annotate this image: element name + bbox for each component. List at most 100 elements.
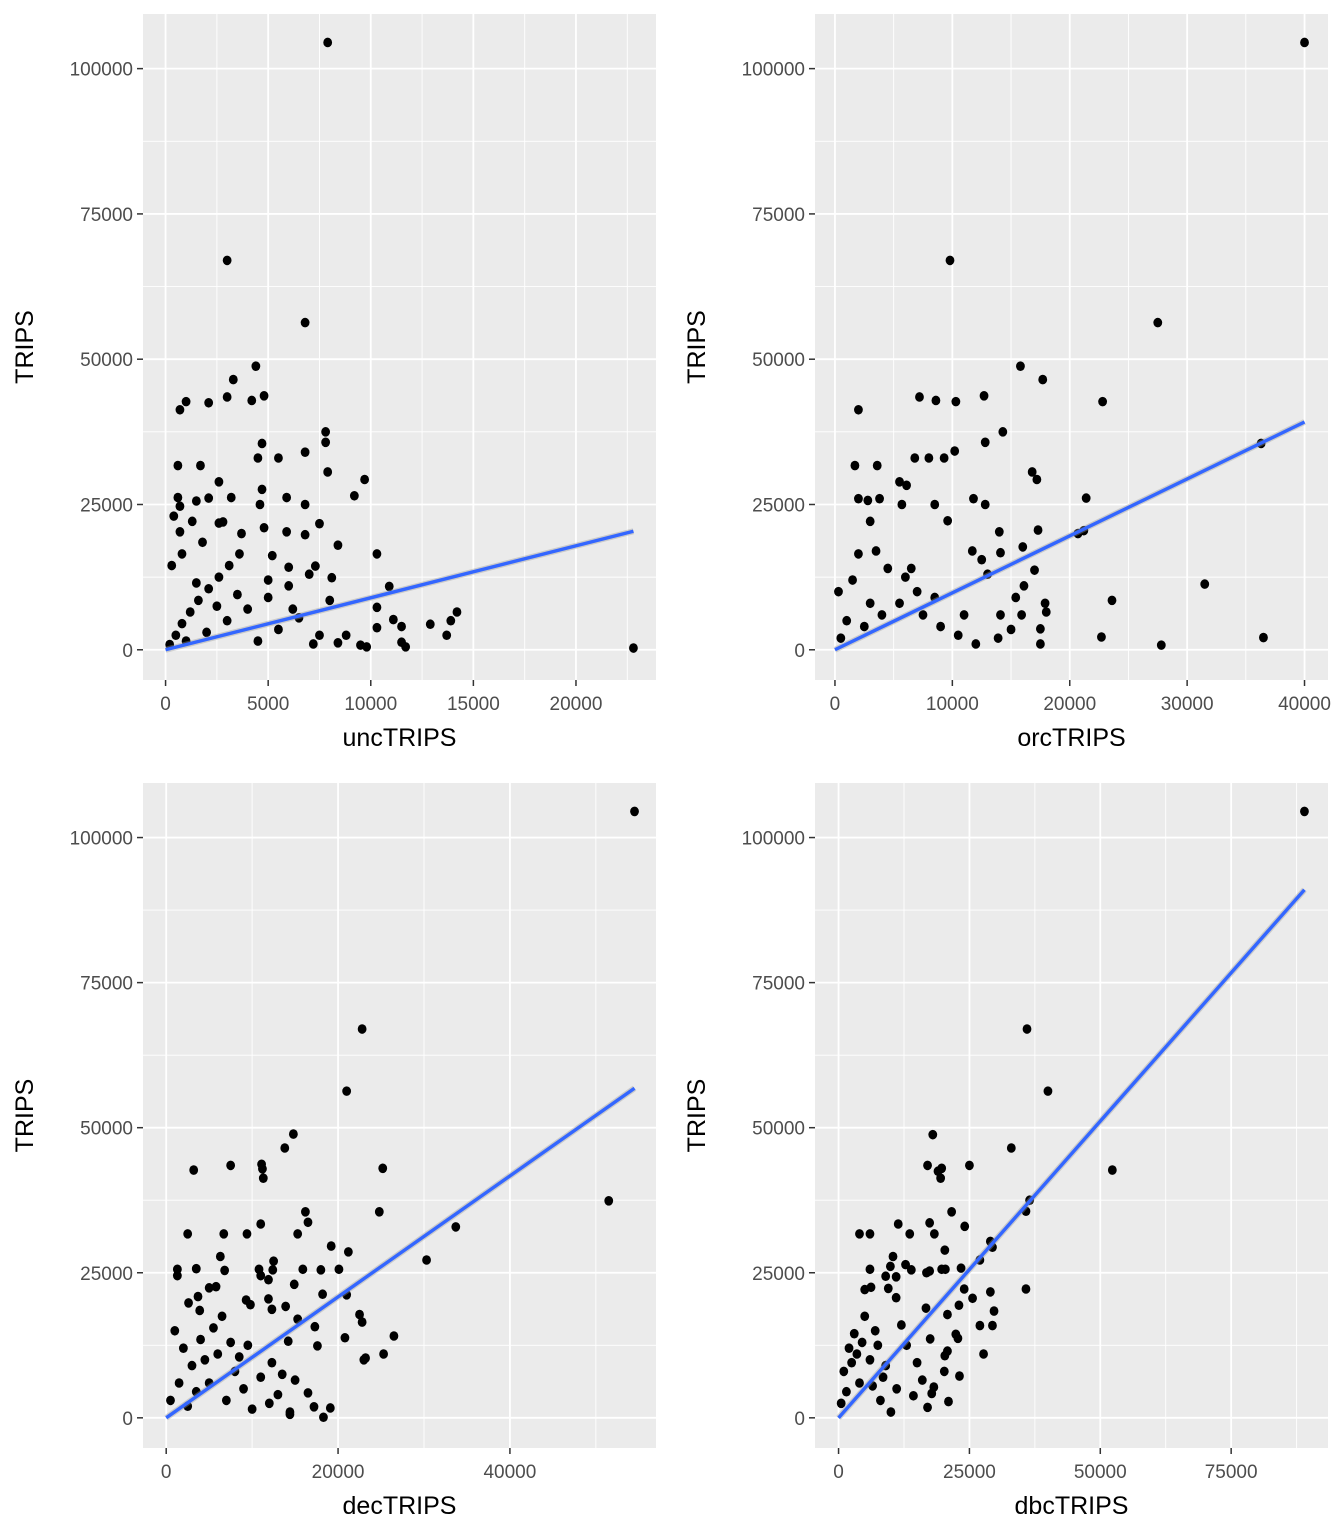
data-point [909,1390,918,1401]
data-point [883,563,893,574]
data-point [977,554,987,565]
data-point [247,1404,257,1414]
data-point [915,392,924,402]
data-point [264,1398,274,1409]
data-point [1030,565,1039,575]
data-point [1098,396,1108,407]
data-point [836,1398,846,1409]
data-point [327,572,337,583]
data-point [895,477,904,487]
data-point [989,1306,999,1316]
x-tick-label: 0 [830,694,841,715]
data-point [918,610,928,620]
data-point [191,1263,201,1274]
x-axis-title: uncTRIPS [343,724,457,752]
data-point [243,1340,253,1351]
data-point [922,1267,931,1278]
data-point [865,1229,875,1239]
data-point [865,516,875,527]
data-point [259,391,269,401]
data-point [425,619,435,630]
data-point [1035,624,1045,634]
data-point [842,615,852,626]
x-tick-label: 30000 [1161,694,1214,715]
data-point [316,1265,326,1275]
data-point [234,1352,244,1362]
data-point [956,1263,966,1273]
data-point [931,395,941,406]
data-point [340,1332,350,1343]
data-point [293,1229,303,1239]
data-point [892,1384,902,1394]
data-point [980,437,990,448]
y-tick-label: 25000 [80,495,133,516]
data-point [175,527,185,537]
data-point [943,1309,952,1320]
data-point [194,595,203,606]
x-tick-label: 0 [833,1462,844,1483]
data-point [267,1304,277,1315]
data-point [870,1325,880,1336]
data-point [256,1219,266,1229]
data-point [263,592,273,603]
data-point [1300,806,1309,817]
data-point [842,1386,851,1397]
data-point [929,1229,939,1239]
data-point [875,493,884,504]
data-point [256,1372,266,1383]
data-point [325,1403,335,1413]
data-point [996,610,1005,620]
data-point [215,1251,225,1262]
data-point [374,1207,384,1217]
data-point [896,1320,906,1330]
data-point [181,396,191,407]
y-tick-label: 0 [122,1409,133,1430]
data-point [927,1388,937,1399]
data-point [200,1354,210,1365]
data-point [1107,1165,1117,1175]
data-point [968,1293,977,1304]
data-point [280,1143,290,1153]
data-point [251,361,261,371]
data-point [379,1349,389,1359]
data-point [1011,592,1021,603]
data-point [184,1298,193,1308]
data-point [1300,37,1309,48]
data-point [1032,474,1042,485]
y-tick-label: 75000 [80,205,133,226]
data-point [293,1314,303,1324]
x-tick-label: 20000 [312,1462,365,1483]
data-point [222,615,232,626]
data-point [854,404,863,415]
y-tick-label: 0 [794,641,805,662]
data-point [273,1389,283,1400]
data-point [326,1241,336,1251]
data-point [849,1328,859,1339]
data-point [401,642,411,652]
y-tick-label: 100000 [742,829,805,850]
data-point [310,1321,320,1332]
data-point [855,1229,864,1239]
x-axis-title: decTRIPS [343,1492,457,1520]
data-point [959,1284,969,1294]
data-point [925,1334,935,1344]
data-point [288,1129,298,1139]
data-point [372,549,382,559]
panel-background [815,783,1328,1448]
data-point [888,1251,898,1262]
data-point [860,1284,870,1295]
data-point [283,1336,293,1347]
y-tick-label: 50000 [80,350,133,371]
data-point [1021,1284,1031,1294]
data-point [222,392,232,402]
data-point [185,607,195,617]
data-point [239,1384,248,1394]
data-point [1081,493,1091,503]
data-point [319,1412,328,1423]
x-axis-title: dbcTRIPS [1015,1492,1129,1520]
data-point [372,602,382,613]
data-point [173,492,183,503]
data-point [310,561,320,571]
data-point [939,453,949,463]
data-point [175,404,185,415]
